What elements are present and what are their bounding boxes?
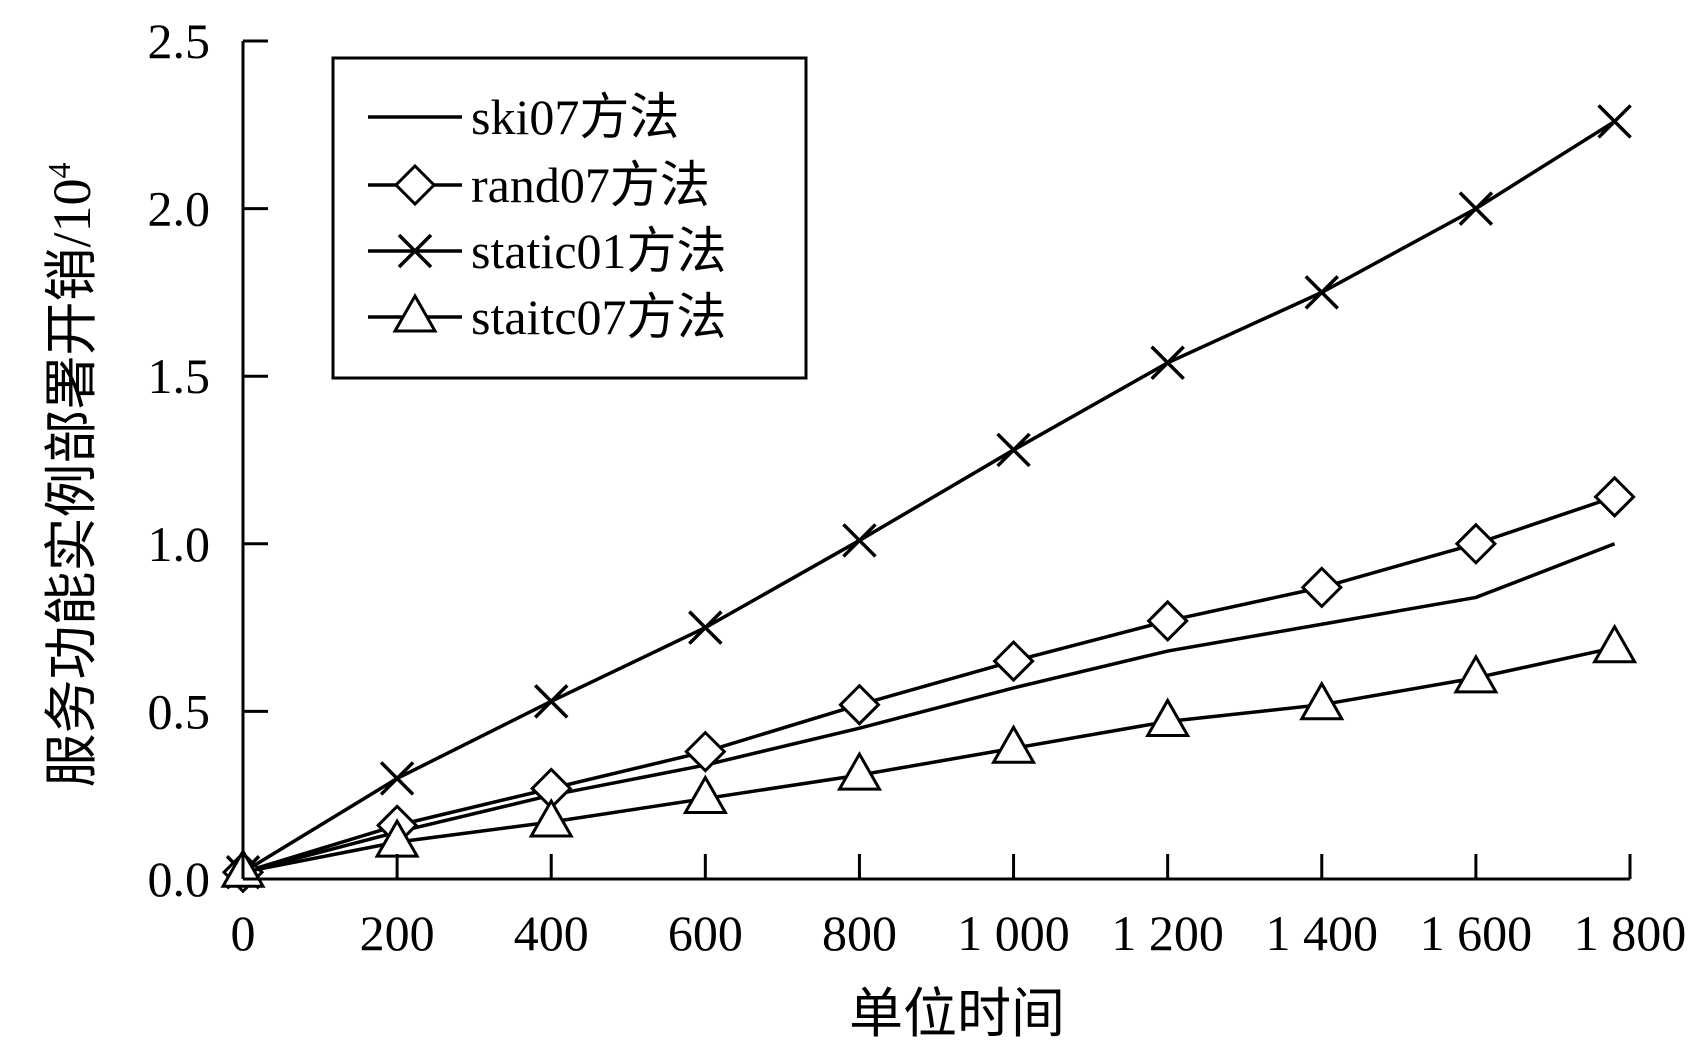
x-tick-label: 600	[668, 905, 743, 961]
y-tick-label: 2.5	[148, 13, 211, 69]
data-point-x	[379, 761, 415, 796]
data-point-diamond	[838, 683, 881, 726]
x-tick-label: 400	[514, 905, 589, 961]
legend-item: static01方法	[368, 223, 727, 279]
x-tick-label: 1 000	[957, 905, 1070, 961]
x-axis-title: 单位时间	[849, 984, 1065, 1044]
x-marker-stroke	[533, 684, 569, 719]
series-line	[242, 542, 1616, 874]
data-point-diamond	[992, 639, 1035, 683]
y-tick-label: 0.5	[148, 683, 211, 739]
y-axis-title-text: 服务功能实例部署开销/10	[42, 178, 102, 787]
x-tick-label: 1 800	[1574, 905, 1687, 961]
legend-marker-diamond	[393, 163, 437, 207]
plot-area	[220, 104, 1638, 894]
x-tick-label: 200	[360, 905, 435, 961]
y-axis-title: 服务功能实例部署开销/104	[41, 162, 102, 787]
x-marker-stroke	[688, 610, 723, 645]
legend-marker-x	[397, 233, 433, 269]
y-tick-label: 2.0	[148, 181, 211, 237]
series-4	[220, 623, 1638, 888]
data-point-triangle	[528, 797, 574, 838]
data-point-x	[996, 432, 1031, 468]
legend-item: ski07方法	[368, 89, 679, 145]
legend-label: staitc07方法	[471, 289, 727, 345]
x-tick-label: 1 600	[1420, 905, 1533, 961]
x-marker-stroke	[379, 761, 415, 796]
data-point-triangle	[836, 751, 883, 791]
data-point-x	[533, 684, 569, 719]
x-marker-stroke	[1304, 275, 1340, 310]
data-point-triangle	[682, 774, 728, 815]
data-point-diamond	[1300, 566, 1343, 609]
data-point-x	[1150, 345, 1185, 381]
x-tick-label: 1 400	[1266, 905, 1379, 961]
data-point-triangle	[1453, 653, 1499, 694]
x-marker-stroke	[1597, 104, 1632, 139]
data-point-diamond	[1593, 475, 1636, 518]
legend-marker-triangle	[392, 292, 438, 333]
y-tick-label: 1.0	[148, 516, 211, 572]
data-point-triangle	[1145, 697, 1191, 737]
legend-label: static01方法	[471, 223, 727, 279]
legend-label: ski07方法	[471, 89, 679, 145]
legend: ski07方法 rand07方法 static01方法 staitc07方法	[331, 56, 808, 380]
series-1	[242, 542, 1616, 874]
series-line	[242, 646, 1615, 875]
data-point-diamond	[1454, 522, 1498, 565]
legend-item: rand07方法	[368, 157, 710, 213]
series-line	[242, 119, 1616, 874]
series-2	[221, 475, 1636, 894]
data-point-x	[1597, 104, 1632, 139]
data-point-triangle	[1299, 680, 1345, 721]
legend-item: staitc07方法	[368, 289, 727, 345]
data-point-triangle	[990, 724, 1037, 764]
legend-label: rand07方法	[471, 157, 710, 213]
y-tick-label: 1.5	[148, 348, 211, 404]
x-marker-stroke	[996, 432, 1031, 468]
x-marker-stroke	[1150, 345, 1185, 381]
x-tick-label: 0	[231, 905, 256, 961]
x-marker-stroke	[842, 523, 877, 558]
data-point-diamond	[684, 730, 727, 773]
data-point-x	[1458, 191, 1494, 226]
data-point-x	[842, 523, 877, 558]
x-marker-stroke	[397, 233, 433, 269]
y-axis-title-exponent: 4	[41, 162, 77, 178]
data-point-x	[688, 610, 723, 645]
x-tick-label: 1 200	[1111, 905, 1224, 961]
y-tick-label: 0.0	[148, 851, 211, 907]
x-marker-stroke	[1458, 191, 1494, 226]
data-point-triangle	[1592, 623, 1638, 664]
axes: 0.0 0.5 1.0 1.5 2.0 2.5 0 200 400 600 800 1 000 1 20…	[148, 13, 1687, 961]
data-point-diamond	[1146, 599, 1189, 643]
data-point-x	[1304, 275, 1340, 310]
x-tick-label: 800	[822, 905, 897, 961]
series-line	[242, 495, 1616, 874]
